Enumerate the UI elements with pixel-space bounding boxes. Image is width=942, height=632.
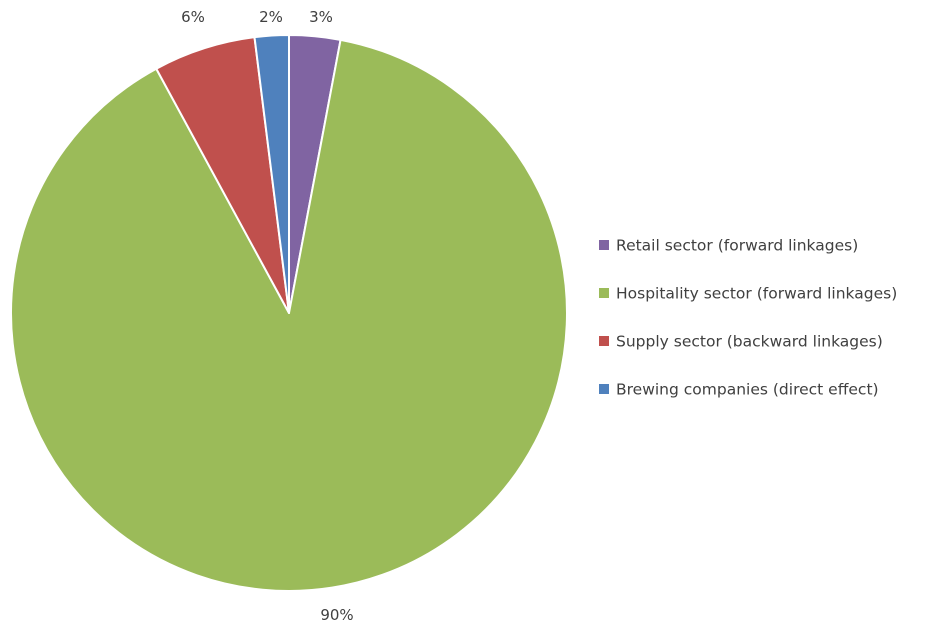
pie-slices bbox=[10, 34, 568, 592]
legend-item-brewing-companies-direct-effect: Brewing companies (direct effect) bbox=[599, 381, 879, 399]
legend-item-supply-sector-backward-linkages: Supply sector (backward linkages) bbox=[599, 333, 883, 351]
legend-label: Retail sector (forward linkages) bbox=[616, 237, 858, 255]
legend-item-retail-sector-forward-linkages: Retail sector (forward linkages) bbox=[599, 237, 858, 255]
legend-swatch bbox=[599, 384, 609, 394]
data-label-retail-sector-forward-linkages: 3% bbox=[309, 8, 333, 26]
legend-swatch bbox=[599, 336, 609, 346]
legend: Retail sector (forward linkages) Hospital… bbox=[599, 237, 897, 399]
pie-slice-brewing-companies-direct-effect bbox=[253, 34, 290, 314]
pie-slice-hospitality-sector-forward-linkages bbox=[10, 38, 568, 592]
data-label-hospitality-sector-forward-linkages: 90% bbox=[320, 606, 353, 624]
pie-data-labels: 3% 90% 6% 2% bbox=[181, 8, 354, 624]
legend-swatch bbox=[599, 240, 609, 250]
legend-swatch bbox=[599, 288, 609, 298]
legend-label: Hospitality sector (forward linkages) bbox=[616, 285, 897, 303]
legend-label: Supply sector (backward linkages) bbox=[616, 333, 883, 351]
data-label-supply-sector-backward-linkages: 6% bbox=[181, 8, 205, 26]
data-label-brewing-companies-direct-effect: 2% bbox=[259, 8, 283, 26]
legend-item-hospitality-sector-forward-linkages: Hospitality sector (forward linkages) bbox=[599, 285, 897, 303]
legend-label: Brewing companies (direct effect) bbox=[616, 381, 879, 399]
